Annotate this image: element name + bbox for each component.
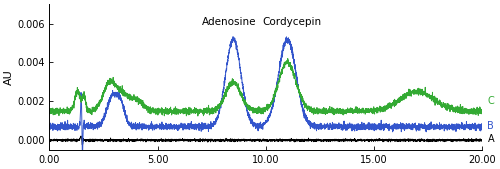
Y-axis label: AU: AU bbox=[4, 69, 14, 85]
Text: B: B bbox=[488, 121, 494, 131]
Text: A: A bbox=[488, 134, 494, 144]
Text: Adenosine: Adenosine bbox=[202, 18, 256, 28]
Text: Cordycepin: Cordycepin bbox=[262, 18, 321, 28]
Text: C: C bbox=[488, 96, 494, 106]
